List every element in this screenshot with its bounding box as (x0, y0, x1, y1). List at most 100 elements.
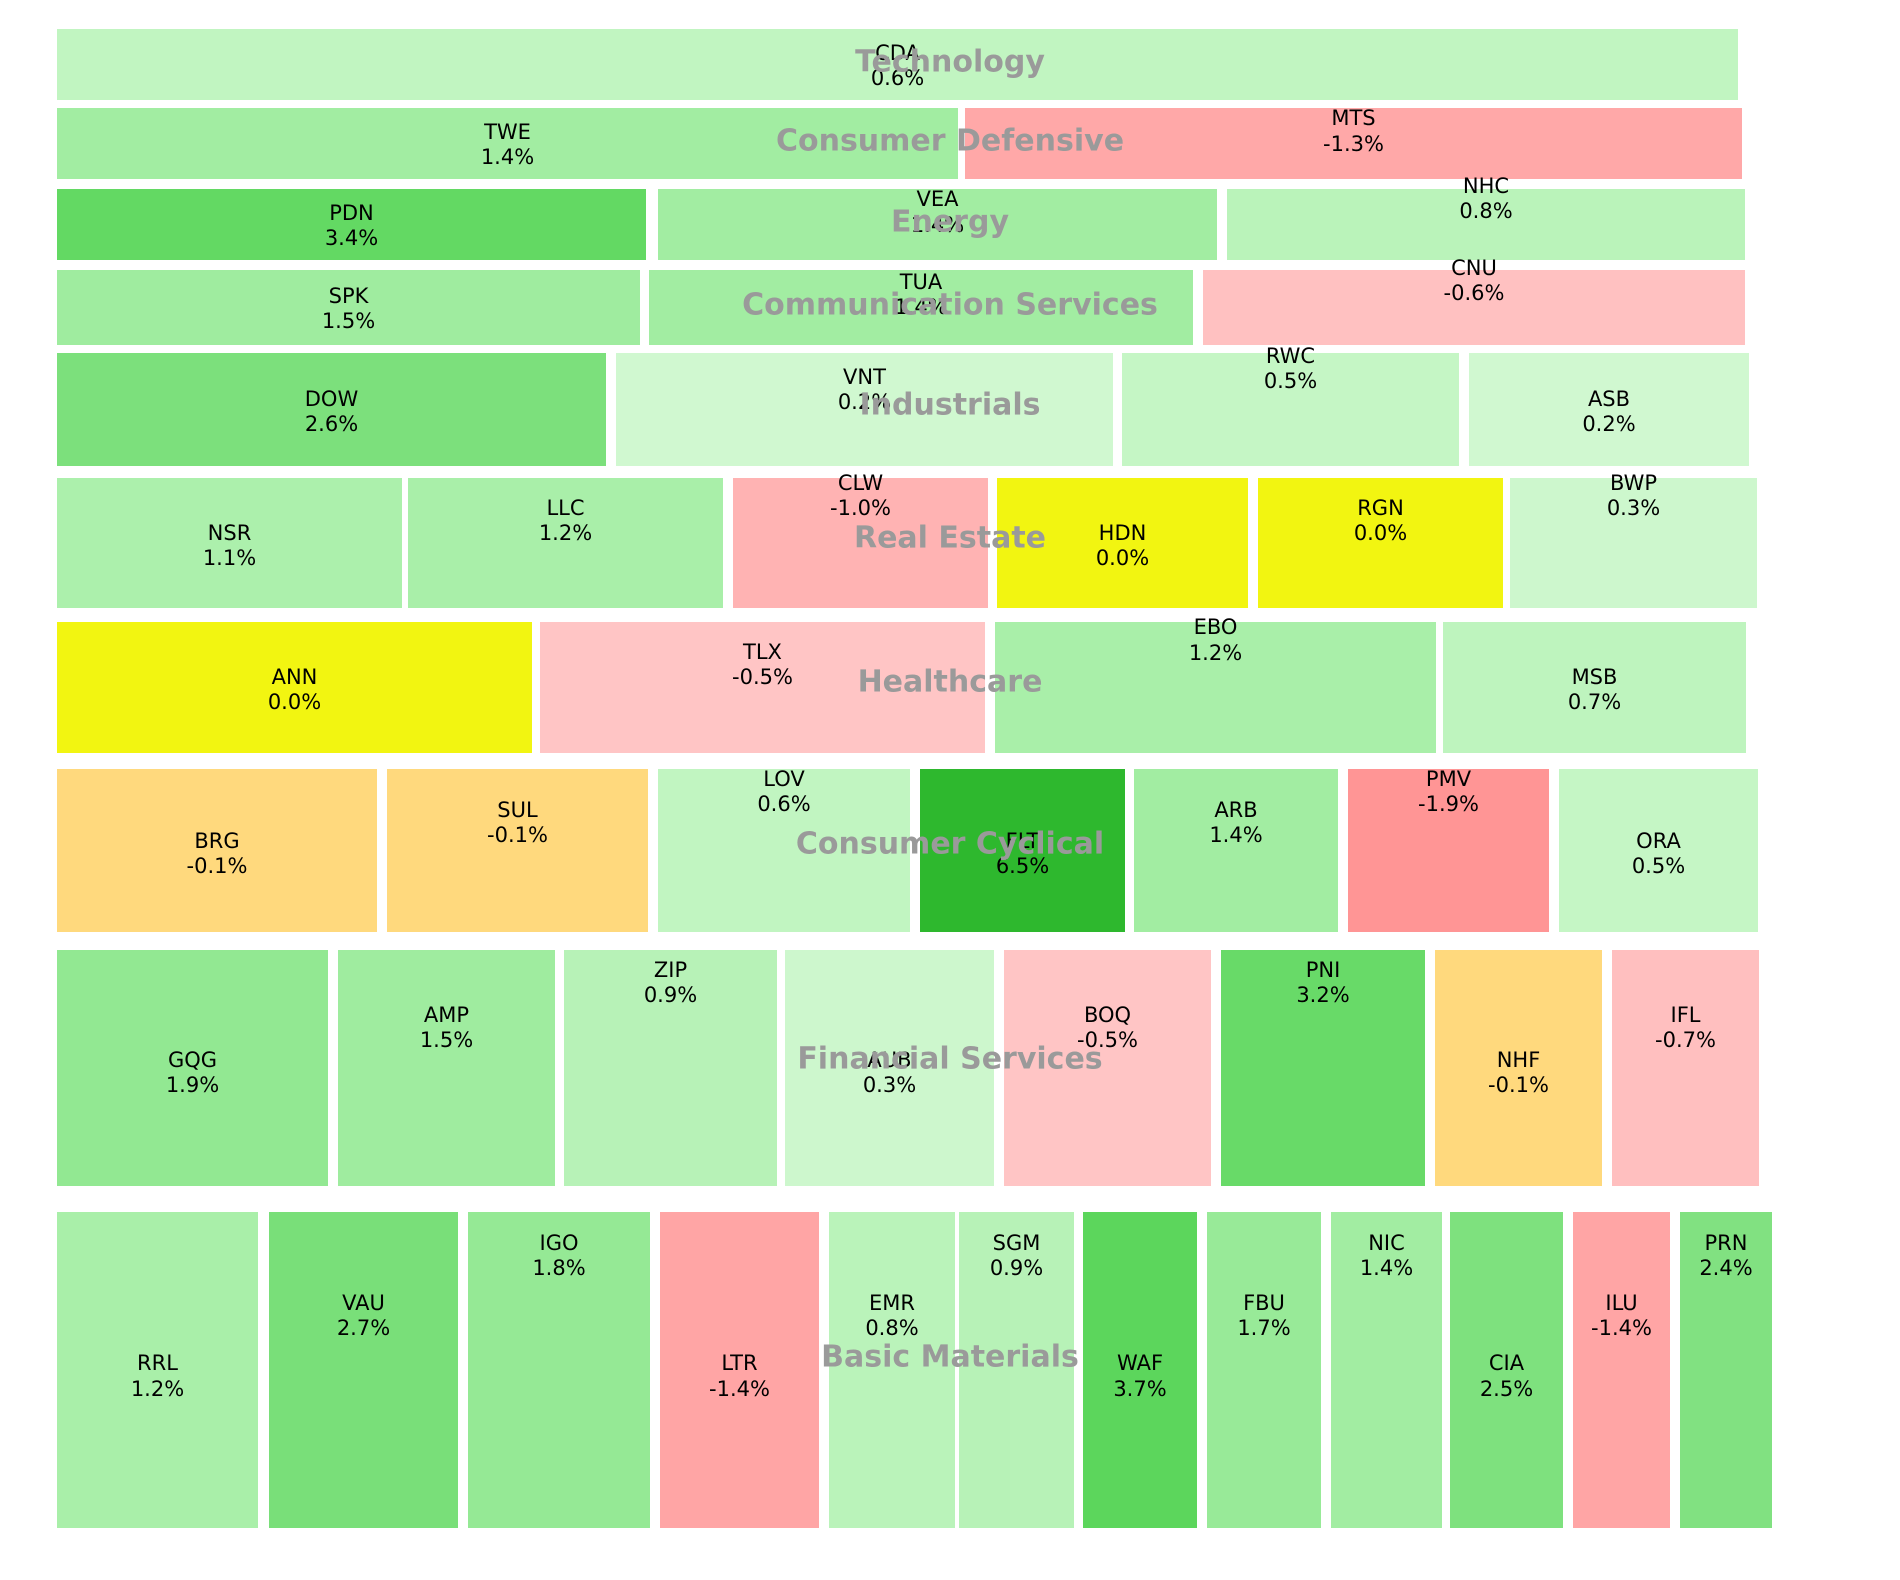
stock-cell-emr: EMR 0.8% (829, 1212, 955, 1528)
stock-ticker: ASB (1587, 386, 1631, 411)
sector-row-industrials: DOW 2.6% VNT 0.2% RWC 0.5% ASB 0.2% Industrials (0, 344, 1900, 466)
stock-change: 1.2% (1188, 640, 1243, 665)
sector-row-real-estate: NSR 1.1% LLC 1.2% CLW -1.0% HDN 0.0% RGN 0.0% BWP 0… (0, 471, 1900, 608)
stock-ticker: NHC (1462, 173, 1510, 198)
stock-cell-label: FBU 1.7% (1207, 1291, 1321, 1341)
stock-cell-label: BOQ -0.5% (1004, 1003, 1211, 1053)
stock-ticker: CNU (1451, 255, 1497, 280)
stock-cell-label: BWP 0.3% (1510, 471, 1757, 521)
stock-ticker: NHF (1496, 1047, 1541, 1072)
stock-change: -0.5% (732, 665, 793, 690)
stock-cell-label: ANN 0.0% (57, 665, 532, 715)
stock-cell-label: ZIP 0.9% (564, 958, 777, 1008)
stock-ticker: PMV (1425, 766, 1472, 791)
stock-cell-sul: SUL -0.1% (387, 769, 648, 932)
stock-cell-fbu: FBU 1.7% (1207, 1212, 1321, 1528)
stock-cell-ebo: EBO 1.2% (995, 615, 1436, 753)
stock-change: 0.9% (989, 1256, 1044, 1281)
stock-cell-label: ASB 0.2% (1469, 387, 1749, 437)
stock-cell-ora: ORA 0.5% (1559, 769, 1758, 932)
stock-cell-label: GQG 1.9% (57, 1048, 328, 1098)
stock-cell-label: LLC 1.2% (408, 496, 723, 546)
stock-ticker: SPK (328, 283, 369, 308)
stock-cell-asb: ASB 0.2% (1469, 353, 1749, 466)
stock-ticker: EBO (1193, 615, 1238, 640)
stock-cell-pmv: PMV -1.9% (1348, 766, 1549, 932)
sector-row-energy: PDN 3.4% VEA 1.4% NHC 0.8% Energy (0, 174, 1900, 260)
stock-cell-brg: BRG -0.1% (57, 769, 377, 932)
stock-cell-pdn: PDN 3.4% (57, 189, 646, 260)
stock-ticker: TUA (899, 269, 943, 294)
stock-cell-label: RRL 1.2% (57, 1351, 258, 1401)
stock-cell-label: AMP 1.5% (338, 1003, 555, 1053)
stock-cell-rwc: RWC 0.5% (1122, 344, 1459, 466)
stock-ticker: VNT (843, 365, 886, 390)
stock-change: 1.5% (419, 1027, 474, 1052)
stock-change: 0.9% (643, 983, 698, 1008)
stock-cell-label: CIA 2.5% (1450, 1351, 1563, 1401)
stock-change: 3.2% (1296, 983, 1350, 1008)
stock-ticker: SGM (992, 1231, 1041, 1256)
stock-cell-label: MSB 0.7% (1443, 665, 1746, 715)
sector-row-communication-services: SPK 1.5% TUA 1.4% CNU -0.6% Communication Serv… (0, 255, 1900, 345)
stock-ticker: NIC (1368, 1231, 1405, 1256)
sector-row-financial-services: GQG 1.9% AMP 1.5% ZIP 0.9% AUB 0.3% BOQ -0.5% PNI 3… (0, 950, 1900, 1186)
stock-cell-nic: NIC 1.4% (1331, 1212, 1442, 1528)
stock-cell-boq: BOQ -0.5% (1004, 950, 1211, 1186)
stock-change: -0.1% (186, 853, 248, 878)
stock-cell-label: RWC 0.5% (1122, 344, 1459, 394)
stock-cell-tua: TUA 1.4% (649, 270, 1193, 345)
stock-ticker: RWC (1265, 343, 1316, 368)
stock-change: -0.7% (1655, 1027, 1716, 1052)
stock-cell-label: BRG -0.1% (57, 829, 377, 879)
stock-change: 0.2% (837, 390, 892, 415)
stock-cell-spk: SPK 1.5% (57, 270, 640, 345)
stock-change: 0.5% (1631, 853, 1686, 878)
stock-change: 1.2% (130, 1376, 185, 1401)
stock-cell-label: VAU 2.7% (269, 1291, 458, 1341)
stock-cell-vnt: VNT 0.2% (616, 353, 1113, 466)
sector-row-consumer-cyclical: BRG -0.1% SUL -0.1% LOV 0.6% FLT 6.5% ARB 1.4% PMV… (0, 766, 1900, 932)
stock-ticker: BRG (194, 828, 240, 853)
stock-cell-msb: MSB 0.7% (1443, 622, 1746, 753)
stock-ticker: HDN (1098, 520, 1147, 545)
stock-ticker: BOQ (1083, 1002, 1132, 1027)
stock-cell-flt: FLT 6.5% (920, 769, 1125, 932)
stock-ticker: CIA (1488, 1351, 1525, 1376)
stock-cell-label: FLT 6.5% (920, 829, 1125, 879)
stock-ticker: RRL (137, 1351, 178, 1376)
stock-cell-sgm: SGM 0.9% (959, 1212, 1074, 1528)
sector-row-technology: CDA 0.6% Technology (0, 29, 1900, 100)
stock-ticker: AUB (867, 1047, 912, 1072)
stock-change: 0.0% (1095, 545, 1150, 570)
stock-cell-ifl: IFL -0.7% (1612, 950, 1759, 1186)
stock-change: -1.9% (1418, 791, 1479, 816)
stock-cell-label: VEA 1.4% (658, 187, 1217, 237)
stock-change: 1.7% (1237, 1316, 1291, 1341)
stock-cell-amp: AMP 1.5% (338, 950, 555, 1186)
stock-cell-label: EBO 1.2% (995, 615, 1436, 665)
stock-cell-vea: VEA 1.4% (658, 187, 1217, 260)
stock-cell-label: ARB 1.4% (1134, 798, 1338, 848)
stock-cell-label: HDN 0.0% (997, 520, 1248, 570)
stock-change: 1.4% (894, 294, 948, 319)
stock-cell-mts: MTS -1.3% (965, 106, 1742, 179)
stock-cell-label: PDN 3.4% (57, 201, 646, 251)
stock-cell-label: CNU -0.6% (1203, 255, 1745, 305)
stock-change: 3.4% (324, 225, 379, 250)
stock-ticker: TLX (743, 640, 782, 665)
stock-change: 1.9% (165, 1072, 220, 1097)
stock-change: 1.5% (321, 309, 376, 333)
stock-cell-label: WAF 3.7% (1083, 1351, 1197, 1401)
stock-ticker: LOV (763, 766, 805, 791)
stock-ticker: RGN (1357, 495, 1404, 520)
stock-ticker: ARB (1214, 797, 1258, 822)
stock-change: 1.4% (480, 144, 535, 169)
stock-change: 0.2% (1582, 411, 1636, 436)
stock-cell-hdn: HDN 0.0% (997, 478, 1248, 608)
stock-change: 1.4% (910, 212, 965, 237)
stock-cell-label: RGN 0.0% (1258, 496, 1503, 546)
stock-cell-label: NHC 0.8% (1227, 174, 1745, 224)
stock-cell-llc: LLC 1.2% (408, 478, 723, 608)
